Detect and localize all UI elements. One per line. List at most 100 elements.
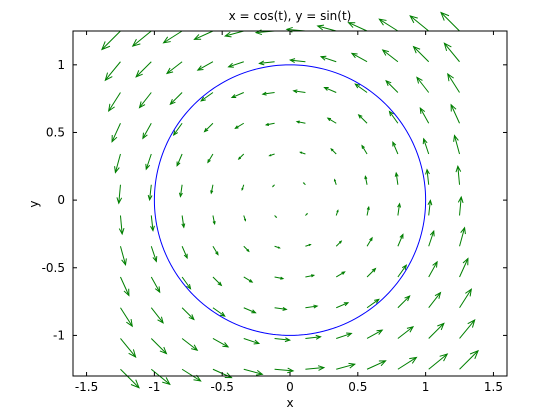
vector-arrow	[347, 22, 368, 32]
vector-arrow	[335, 271, 346, 278]
vector-arrow	[118, 215, 125, 236]
vector-arrow	[428, 322, 445, 339]
vector-arrow	[302, 182, 306, 186]
vector-arrow	[212, 276, 223, 287]
vector-arrow	[243, 338, 261, 345]
vector-arrow	[181, 246, 188, 260]
vector-arrow	[223, 30, 244, 38]
vector-arrow	[453, 134, 461, 155]
vector-arrow	[305, 304, 319, 309]
x-tick-label: 1.5	[484, 380, 503, 394]
vector-arrow	[292, 89, 306, 94]
vector-arrow	[394, 171, 399, 185]
vector-arrow	[150, 338, 168, 355]
vector-arrow	[243, 307, 257, 314]
x-tick-label: 0	[286, 380, 294, 394]
vector-arrow	[388, 110, 399, 124]
vector-arrow	[181, 307, 195, 321]
vector-field	[101, 11, 479, 389]
x-tick-label: -1.5	[75, 380, 98, 394]
vector-arrow	[203, 122, 214, 133]
vector-arrow	[450, 103, 460, 124]
vector-arrow	[425, 168, 430, 185]
vector-arrow	[336, 302, 350, 309]
vector-arrow	[181, 215, 186, 229]
vector-arrow	[397, 233, 404, 247]
vector-arrow	[397, 356, 418, 370]
vector-arrow	[243, 368, 264, 376]
curve-layer	[153, 64, 427, 336]
vector-arrow	[354, 83, 368, 93]
vector-arrow	[119, 246, 127, 266]
vector-arrow	[397, 295, 411, 309]
vector-arrow	[305, 334, 322, 340]
vector-arrow	[114, 153, 121, 174]
vector-arrow	[288, 58, 306, 63]
vector-arrow	[241, 184, 245, 192]
y-tick-label: -0.5	[42, 261, 65, 275]
vector-arrow	[392, 141, 399, 155]
vector-arrow	[207, 153, 214, 164]
vector-arrow	[295, 120, 306, 124]
vector-arrow	[165, 61, 183, 75]
vector-arrow	[227, 61, 244, 68]
vector-arrow	[120, 276, 130, 297]
y-tick-label: 0	[57, 193, 65, 207]
vector-arrow	[243, 215, 247, 222]
vector-arrow	[268, 153, 275, 157]
x-tick-label: 1	[422, 380, 430, 394]
vector-arrow	[196, 61, 214, 71]
vector-arrow	[366, 298, 380, 309]
vector-arrow	[366, 360, 387, 370]
vector-arrow	[428, 291, 442, 309]
vector-arrow	[440, 11, 460, 32]
vector-arrow	[319, 55, 337, 63]
vector-arrow	[142, 123, 152, 140]
vector-arrow	[169, 92, 183, 106]
vector-arrow	[176, 153, 183, 167]
curve-line	[153, 64, 427, 336]
vector-arrow	[131, 30, 152, 47]
plot-area-background	[73, 31, 507, 376]
vector-arrow	[120, 338, 137, 358]
vector-arrow	[316, 24, 337, 32]
y-tick-label: -1	[53, 328, 65, 342]
vector-arrow	[181, 276, 192, 290]
vector-arrow	[147, 184, 153, 202]
vector-arrow	[459, 319, 476, 339]
vector-arrow	[150, 368, 171, 386]
vector-arrow	[212, 338, 230, 348]
vector-arrow	[397, 264, 408, 278]
vector-arrow	[274, 276, 285, 280]
vector-arrow	[455, 164, 462, 185]
vector-arrow	[261, 91, 275, 96]
vector-arrow	[333, 178, 337, 185]
vector-arrow	[243, 276, 254, 283]
vector-arrow	[428, 353, 449, 370]
vector-arrow	[274, 245, 281, 249]
vector-arrow	[271, 184, 275, 188]
vector-arrow	[443, 42, 460, 63]
vector-arrow	[237, 153, 245, 160]
vector-arrow	[419, 107, 430, 124]
chart-title: x = cos(t), y = sin(t)	[229, 9, 352, 23]
vector-arrow	[274, 306, 288, 311]
vector-arrow	[457, 195, 464, 216]
vector-arrow	[459, 349, 479, 370]
vector-arrow	[193, 30, 214, 40]
vector-arrow	[336, 332, 353, 339]
vector-arrow	[459, 288, 473, 309]
vector-arrow	[412, 45, 430, 63]
vector-arrow	[305, 212, 309, 216]
vector-arrow	[258, 60, 275, 66]
vector-arrow	[150, 215, 155, 232]
vector-arrow	[210, 184, 214, 195]
y-tick-label: 1	[57, 58, 65, 72]
vector-arrow	[234, 122, 245, 129]
vector-arrow	[428, 229, 435, 247]
vector-arrow	[364, 175, 368, 185]
vector-arrow	[416, 76, 430, 93]
vector-arrow	[335, 240, 343, 247]
vector-arrow	[274, 215, 278, 219]
